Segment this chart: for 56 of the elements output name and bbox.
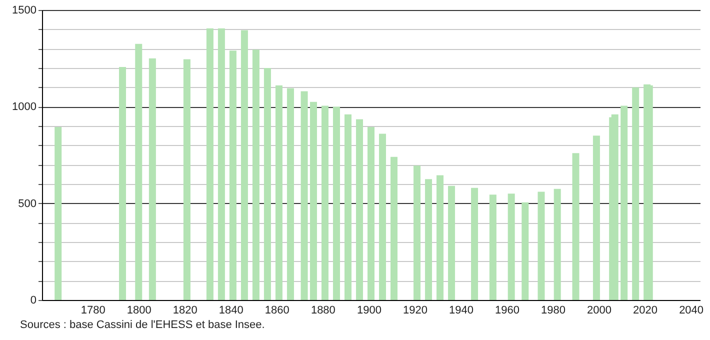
x-tick-label: 1880: [310, 304, 336, 316]
x-tick-label: 1960: [495, 304, 520, 316]
bar: [489, 194, 496, 300]
bar: [300, 91, 308, 300]
x-tick-label: 1900: [356, 304, 382, 316]
x-tick-label: 1860: [264, 304, 290, 316]
bar: [632, 87, 640, 300]
bar: [344, 114, 352, 300]
bar: [275, 85, 282, 300]
x-tick-label: 2040: [679, 304, 704, 316]
bar: [54, 126, 62, 300]
bar: [218, 28, 225, 300]
bar: [252, 50, 260, 300]
bar: [538, 192, 545, 300]
bar: [522, 202, 529, 300]
x-tick-label: 1780: [80, 304, 106, 316]
bar: [286, 88, 294, 300]
bar: [471, 188, 478, 300]
x-tick-label: 1800: [126, 304, 152, 316]
x-tick-label: 2000: [587, 304, 612, 316]
y-tick-label: 0: [30, 294, 36, 306]
bar: [436, 175, 444, 300]
bar: [310, 102, 317, 300]
bar: [620, 106, 628, 300]
bar: [425, 179, 432, 300]
bar: [240, 30, 248, 300]
x-tick-label: 1920: [402, 304, 428, 316]
y-tick-label: 500: [18, 198, 36, 210]
x-tick-label: 1820: [172, 304, 198, 316]
bar: [554, 188, 561, 300]
bar: [148, 58, 156, 300]
bar: [572, 153, 580, 300]
bar: [183, 59, 190, 300]
bar: [414, 166, 421, 300]
bar: [379, 134, 386, 300]
bar: [356, 119, 363, 300]
bar: [508, 194, 515, 300]
bar: [229, 50, 236, 300]
source-note: Sources : base Cassini de l'EHESS et base Insee.: [20, 319, 265, 331]
bar: [448, 186, 456, 300]
bar: [368, 126, 374, 300]
y-tick-label: 1500: [12, 4, 36, 16]
x-tick-label: 1980: [541, 304, 566, 316]
bar: [264, 68, 271, 300]
bar: [390, 156, 398, 300]
bar: [206, 28, 214, 300]
bar: [332, 106, 340, 300]
bar: [611, 114, 618, 300]
y-tick-label: 1000: [12, 101, 36, 114]
bar: [321, 106, 328, 300]
bar: [135, 44, 142, 300]
x-tick-label: 1840: [218, 304, 244, 316]
bar: [592, 136, 600, 300]
x-tick-label: 1940: [448, 304, 474, 316]
x-tick-label: 2020: [633, 304, 658, 316]
bar: [119, 67, 126, 300]
